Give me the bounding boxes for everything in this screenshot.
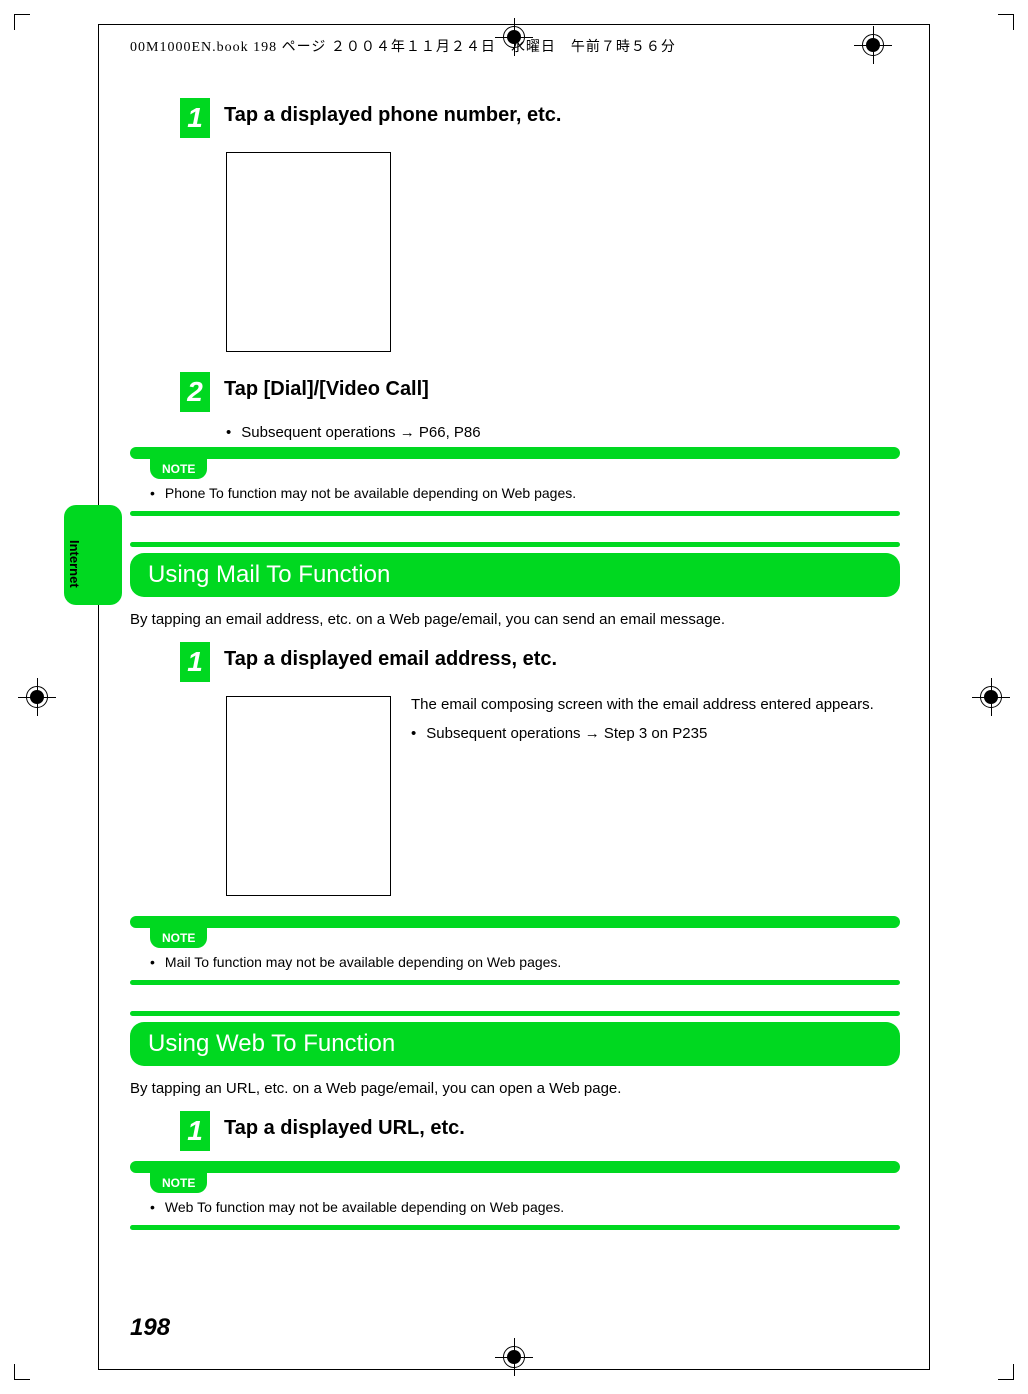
step-1: 1 Tap a displayed phone number, etc. bbox=[180, 98, 900, 138]
bullet-item: Subsequent operations → Step 3 on P235 bbox=[411, 725, 874, 742]
note-bar bbox=[130, 1161, 900, 1173]
step-number: 1 bbox=[180, 1111, 210, 1151]
step-number: 1 bbox=[180, 98, 210, 138]
note-text: Phone To function may not be available d… bbox=[150, 485, 900, 501]
mail-step-body: The email composing screen with the emai… bbox=[226, 696, 900, 896]
note-text: Web To function may not be available dep… bbox=[150, 1199, 900, 1215]
crop-mark bbox=[998, 1364, 1014, 1380]
mail-step-1: 1 Tap a displayed email address, etc. bbox=[180, 642, 900, 682]
note-block: NOTE Web To function may not be availabl… bbox=[130, 1161, 900, 1230]
note-block: NOTE Mail To function may not be availab… bbox=[130, 916, 900, 985]
section-heading-web: Using Web To Function bbox=[130, 1022, 900, 1066]
registration-mark bbox=[22, 682, 52, 712]
divider bbox=[130, 980, 900, 985]
screenshot-placeholder bbox=[226, 696, 391, 896]
divider bbox=[130, 1011, 900, 1016]
divider bbox=[130, 511, 900, 516]
step-title: Tap a displayed email address, etc. bbox=[224, 642, 557, 671]
crop-mark bbox=[998, 14, 1014, 30]
step-title: Tap a displayed phone number, etc. bbox=[224, 98, 561, 127]
crop-mark bbox=[14, 14, 30, 30]
frame-line bbox=[98, 24, 930, 25]
step-body: Subsequent operations → P66, P86 bbox=[226, 424, 900, 441]
note-bar bbox=[130, 447, 900, 459]
section-intro: By tapping an URL, etc. on a Web page/em… bbox=[130, 1080, 900, 1097]
web-step-1: 1 Tap a displayed URL, etc. bbox=[180, 1111, 900, 1151]
crop-mark bbox=[14, 1364, 30, 1380]
divider bbox=[130, 1225, 900, 1230]
note-label: NOTE bbox=[150, 928, 207, 948]
note-text: Mail To function may not be available de… bbox=[150, 954, 900, 970]
frame-line bbox=[98, 1369, 930, 1370]
registration-mark bbox=[976, 682, 1006, 712]
note-block: NOTE Phone To function may not be availa… bbox=[130, 447, 900, 516]
divider bbox=[130, 542, 900, 547]
manual-page: 00M1000EN.book 198 ページ ２００４年１１月２４日 水曜日 午… bbox=[0, 0, 1028, 1394]
frame-line bbox=[98, 24, 99, 1370]
step-number: 1 bbox=[180, 642, 210, 682]
step-number: 2 bbox=[180, 372, 210, 412]
frame-line bbox=[929, 24, 930, 1370]
side-tab-label: Internet bbox=[67, 540, 82, 588]
running-header: 00M1000EN.book 198 ページ ２００４年１１月２４日 水曜日 午… bbox=[130, 36, 676, 56]
note-label: NOTE bbox=[150, 459, 207, 479]
mail-desc: The email composing screen with the emai… bbox=[411, 696, 874, 713]
bullet-item: Subsequent operations → P66, P86 bbox=[226, 424, 900, 441]
section-heading-mail: Using Mail To Function bbox=[130, 553, 900, 597]
step-title: Tap a displayed URL, etc. bbox=[224, 1111, 465, 1140]
content-area: 1 Tap a displayed phone number, etc. 2 T… bbox=[130, 90, 900, 1256]
step-title: Tap [Dial]/[Video Call] bbox=[224, 372, 429, 401]
registration-mark bbox=[499, 1342, 529, 1372]
section-intro: By tapping an email address, etc. on a W… bbox=[130, 611, 900, 628]
page-number: 198 bbox=[130, 1314, 170, 1342]
screenshot-placeholder bbox=[226, 152, 391, 352]
step-2: 2 Tap [Dial]/[Video Call] bbox=[180, 372, 900, 412]
registration-mark bbox=[858, 30, 888, 60]
note-label: NOTE bbox=[150, 1173, 207, 1193]
note-bar bbox=[130, 916, 900, 928]
